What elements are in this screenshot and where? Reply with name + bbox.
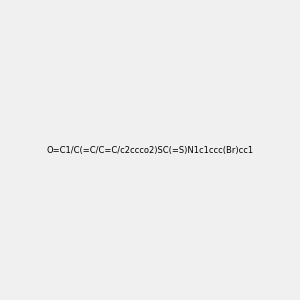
Text: O=C1/C(=C/C=C/c2ccco2)SC(=S)N1c1ccc(Br)cc1: O=C1/C(=C/C=C/c2ccco2)SC(=S)N1c1ccc(Br)c…	[46, 146, 253, 154]
